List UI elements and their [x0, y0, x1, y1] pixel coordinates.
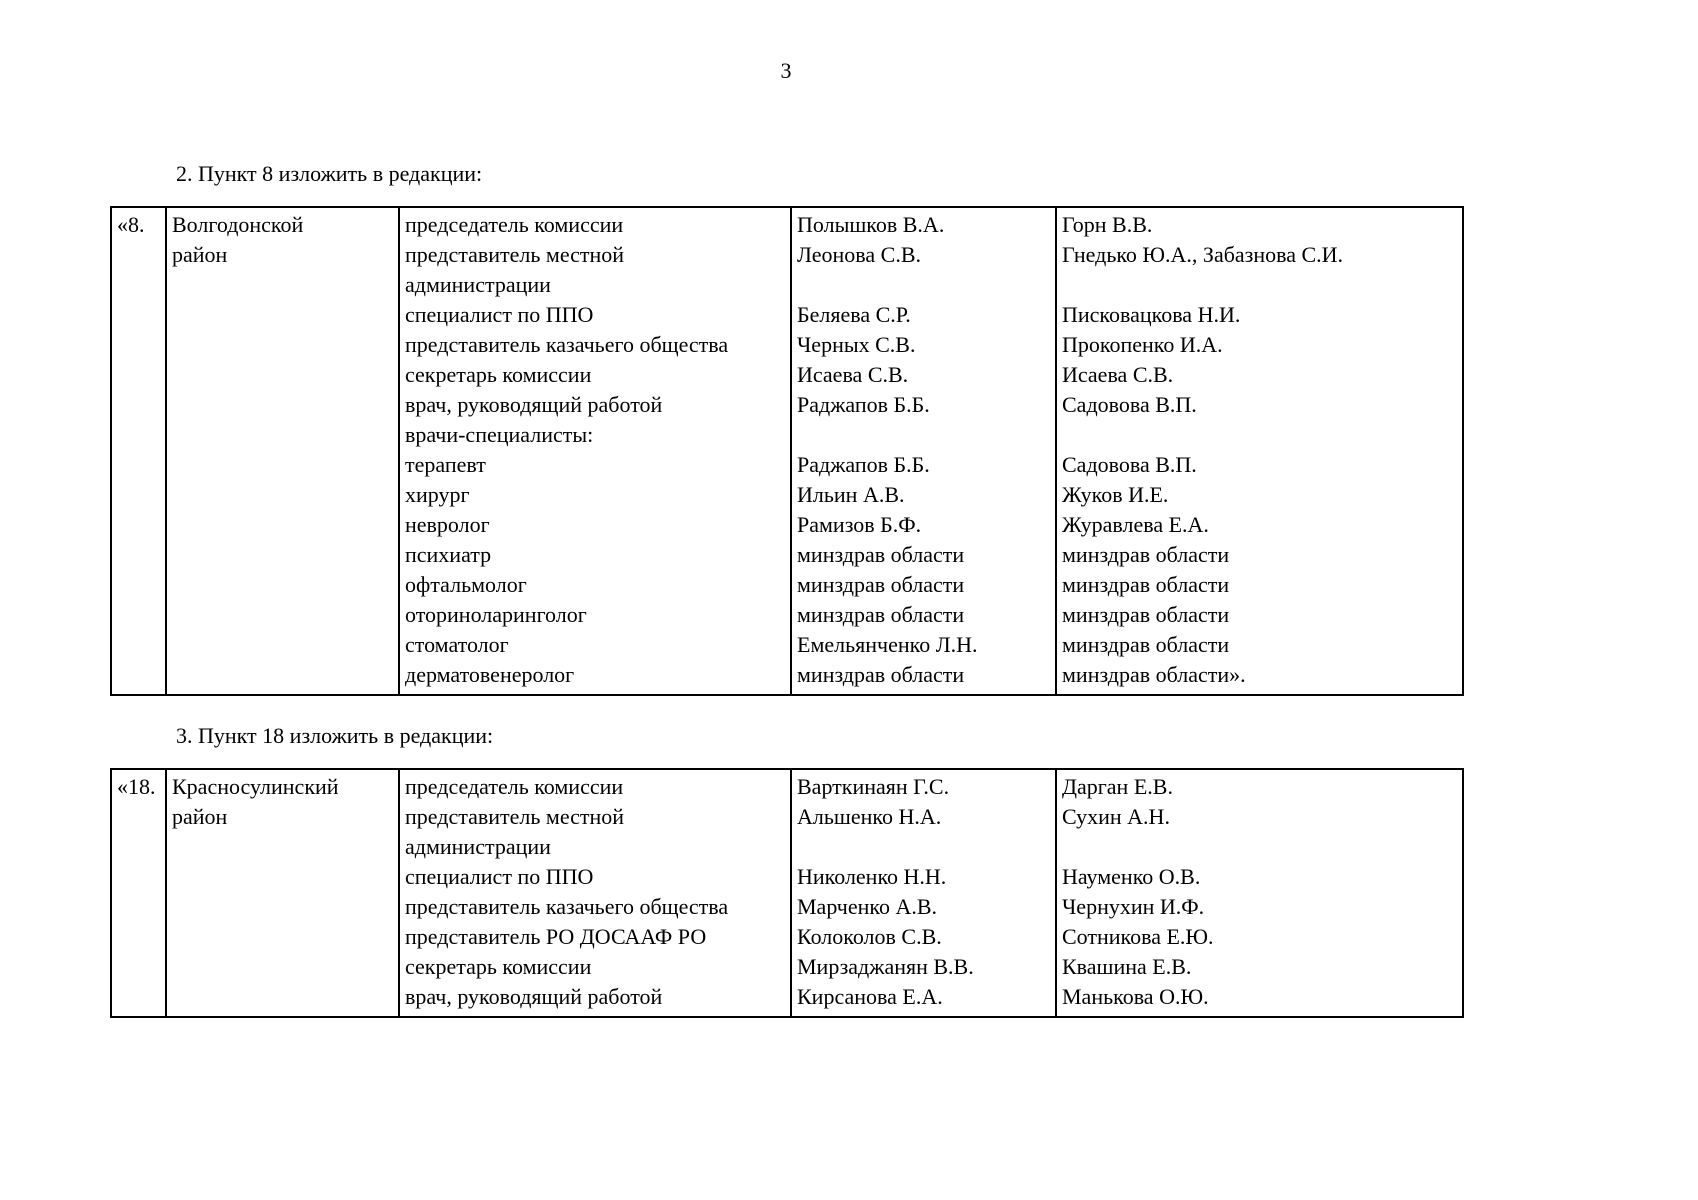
table2-index: «18.: [117, 774, 156, 799]
table1-name-2: Журавлева Е.А.: [1062, 512, 1209, 537]
table1-name-1: Черных С.В.: [797, 332, 916, 357]
table1-name-1: Леонова С.В.: [797, 242, 922, 267]
table1-name-1: Ильин А.В.: [797, 482, 905, 507]
table1-name-1: минздрав области: [797, 602, 965, 627]
table2-name-1: Марченко А.В.: [797, 894, 938, 919]
table1-role: терапевт: [405, 452, 486, 477]
table1-role: администрации: [405, 272, 551, 297]
table1-name-2: Садовова В.П.: [1062, 392, 1197, 417]
table2-region-cell: Красносулинский район: [165, 768, 400, 1018]
table2-role: секретарь комиссии: [405, 954, 592, 979]
table2-name-2: Науменко О.В.: [1062, 864, 1201, 889]
table1-role: врачи-специалисты:: [405, 422, 594, 447]
table1-name-2: [1062, 270, 1459, 300]
table2-names-column-1: Варткинаян Г.С. Альшенко Н.А. Николенко Н.…: [790, 768, 1057, 1018]
table2-name-1: Колоколов С.В.: [797, 924, 942, 949]
table2-region-line: Красносулинский: [172, 774, 339, 799]
table1-name-1: [797, 420, 1052, 450]
table-punkt-18: «18. Красносулинский район председатель к…: [110, 768, 1464, 1018]
table2-name-2: Чернухин И.Ф.: [1062, 894, 1205, 919]
table1-role: хирург: [405, 482, 470, 507]
table1-name-1: минздрав области: [797, 662, 965, 687]
table1-role: специалист по ППО: [405, 302, 594, 327]
table1-name-1: Емельянченко Л.Н.: [797, 632, 978, 657]
table2-role: представитель РО ДОСААФ РО: [405, 924, 707, 949]
table-row: «8. Волгодонской район председатель комис…: [110, 206, 1464, 696]
table2-name-1: Кирсанова Е.А.: [797, 984, 943, 1009]
table1-role: секретарь комиссии: [405, 362, 592, 387]
table1-name-2: Прокопенко И.А.: [1062, 332, 1223, 357]
table1-name-2: минздрав области: [1062, 542, 1230, 567]
table-row: «18. Красносулинский район председатель к…: [110, 768, 1464, 1018]
table1-name-2: минздрав области: [1062, 572, 1230, 597]
table2-names-column-2: Дарган Е.В. Сухин А.Н. Науменко О.В. Чернух…: [1055, 768, 1464, 1018]
table2-role: председатель комиссии: [405, 774, 624, 799]
table1-name-2: Жуков И.Е.: [1062, 482, 1169, 507]
table1-role: невролог: [405, 512, 490, 537]
table1-region-line: район: [172, 242, 228, 267]
table2-region-line: район: [172, 804, 228, 829]
table1-role: представитель местной: [405, 242, 625, 267]
table2-roles-column: председатель комиссии представитель местн…: [398, 768, 792, 1018]
table1-role: председатель комиссии: [405, 212, 624, 237]
table2-role: администрации: [405, 834, 551, 859]
table1-name-2: [1062, 420, 1459, 450]
table1-role: врач, руководящий работой: [405, 392, 663, 417]
table2-name-2: Сухин А.Н.: [1062, 804, 1170, 829]
table1-role: представитель казачьего общества: [405, 332, 729, 357]
table1-name-1: Раджапов Б.Б.: [797, 452, 930, 477]
table1-region-line: Волгодонской: [172, 212, 304, 237]
table1-name-2: минздрав области».: [1062, 662, 1246, 687]
table1-names-column-2: Горн В.В. Гнедько Ю.А., Забазнова С.И. Пис…: [1055, 206, 1464, 696]
table1-role: офтальмолог: [405, 572, 527, 597]
table1-name-1: Рамизов Б.Ф.: [797, 512, 922, 537]
table2-name-2: [1062, 832, 1459, 862]
table1-name-2: Исаева С.В.: [1062, 362, 1174, 387]
table2-name-2: Сотникова Е.Ю.: [1062, 924, 1214, 949]
document-page: 3 2. Пункт 8 изложить в редакции: «8. Во…: [110, 0, 1464, 1018]
table2-role: представитель казачьего общества: [405, 894, 729, 919]
table2-name-1: Альшенко Н.А.: [797, 804, 942, 829]
table2-role: специалист по ППО: [405, 864, 594, 889]
page-number: 3: [780, 58, 792, 83]
table1-region-cell: Волгодонской район: [165, 206, 400, 696]
table1-name-2: Садовова В.П.: [1062, 452, 1197, 477]
table2-name-1: Николенко Н.Н.: [797, 864, 947, 889]
table1-role: стоматолог: [405, 632, 509, 657]
table1-roles-column: председатель комиссии представитель местн…: [398, 206, 792, 696]
table2-name-1: [797, 832, 1052, 862]
table1-name-1: [797, 270, 1052, 300]
table2-index-cell: «18.: [110, 768, 167, 1018]
table-punkt-8: «8. Волгодонской район председатель комис…: [110, 206, 1464, 696]
table2-role: представитель местной: [405, 804, 625, 829]
table1-name-1: Полышков В.А.: [797, 212, 945, 237]
table2-name-1: Варткинаян Г.С.: [797, 774, 950, 799]
table2-name-2: Квашина Е.В.: [1062, 954, 1192, 979]
table1-name-2: Гнедько Ю.А., Забазнова С.И.: [1062, 242, 1344, 267]
table1-index-cell: «8.: [110, 206, 167, 696]
table2-name-1: Мирзаджанян В.В.: [797, 954, 974, 979]
table1-name-2: минздрав области: [1062, 632, 1230, 657]
table2-role: врач, руководящий работой: [405, 984, 663, 1009]
table1-role: оториноларинголог: [405, 602, 587, 627]
table1-name-1: Исаева С.В.: [797, 362, 909, 387]
table1-names-column-1: Полышков В.А. Леонова С.В. Беляева С.Р. Чер…: [790, 206, 1057, 696]
table1-index: «8.: [117, 212, 145, 237]
table1-name-2: Горн В.В.: [1062, 212, 1153, 237]
table1-name-2: минздрав области: [1062, 602, 1230, 627]
section-3-heading: 3. Пункт 18 изложить в редакции:: [176, 723, 494, 748]
section-2-heading: 2. Пункт 8 изложить в редакции:: [176, 161, 483, 186]
table2-name-2: Дарган Е.В.: [1062, 774, 1173, 799]
table2-name-2: Манькова О.Ю.: [1062, 984, 1209, 1009]
table1-name-1: Раджапов Б.Б.: [797, 392, 930, 417]
table1-name-1: минздрав области: [797, 572, 965, 597]
table1-name-2: Писковацкова Н.И.: [1062, 302, 1241, 327]
table1-role: психиатр: [405, 542, 492, 567]
table1-name-1: Беляева С.Р.: [797, 302, 911, 327]
table1-name-1: минздрав области: [797, 542, 965, 567]
table1-role: дерматовенеролог: [405, 662, 575, 687]
